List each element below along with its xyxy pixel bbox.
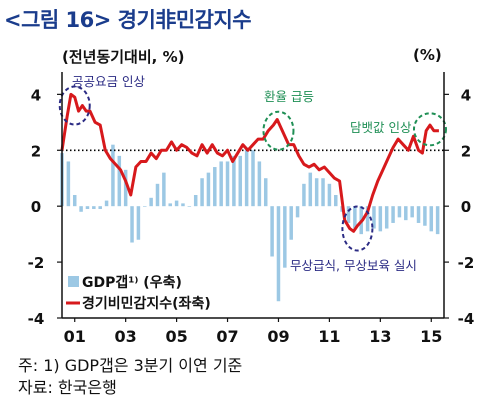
annotation-label: 공공요금 인상 [72,74,145,89]
gdp-gap-bar [372,206,376,229]
gdp-gap-bar [123,169,128,207]
gdp-gap-bar [162,172,166,207]
gdp-gap-bar [353,206,357,229]
gdp-gap-bar [429,206,434,232]
gdp-gap-bar [92,206,96,209]
gdp-gap-bar [404,206,408,221]
annotation-ellipse [58,85,91,126]
right-axis-tick-label: -4 [458,310,475,328]
gdp-gap-bar [111,144,115,207]
gdp-gap-bar [327,183,332,207]
gdp-gap-bar [314,178,319,207]
annotation-ellipse [412,112,447,147]
legend-line-label: 경기비민감지수(좌축) [82,295,211,312]
right-axis-tick-label: 4 [461,86,471,104]
gdp-gap-bar [334,195,338,207]
gdp-gap-bar [168,203,172,207]
gdp-gap-bar [174,200,179,207]
footnote-source: 자료: 한국은행 [18,378,117,397]
gdp-gap-bar [104,200,109,207]
gdp-gap-bar [206,172,211,207]
chart-title: <그림 16> 경기非민감지수 [4,8,252,32]
gdp-gap-bar [193,195,198,207]
right-axis-unit-label: (%) [413,46,442,64]
gdp-gap-bar [181,203,185,207]
gdp-gap-bar [295,206,300,218]
gdp-gap-bar [200,178,204,207]
gdp-gap-bar [365,206,370,232]
x-axis-tick-label: 11 [318,327,340,346]
non-cyclical-index-line [60,92,439,233]
legend: GDP갭¹⁾ (우축) 경기비민감지수(좌축) [66,274,211,312]
gdp-gap-bar [251,150,255,207]
gdp-gap-bar [435,206,440,235]
gdp-gap-bar [346,206,351,223]
x-axis-tick-label: 09 [267,327,289,346]
gdp-gap-bar [410,206,414,218]
gdp-gap-bar [225,161,230,207]
gdp-gap-bar [263,178,268,207]
left-axis-tick-label: 4 [31,86,41,104]
axis-ticks: 4 2 0 -2 -4 4 2 0 -2 -4 01 03 05 07 09 11 13 15 [28,86,475,346]
footnote-gdp-gap: 주: 1) GDP갭은 3분기 이연 기준 [18,356,243,375]
right-axis-tick-label: 0 [461,198,471,216]
gdp-gap-bar [384,206,389,229]
annotation-label: 환율 급등 [264,89,314,104]
gdp-gap-bar [257,161,262,207]
gdp-gap-bar [155,183,160,207]
gdp-gap-bar [378,206,383,232]
gdp-gap-bar [85,206,90,209]
right-axis-tick-label: 2 [461,142,471,160]
left-axis-tick-label: 0 [31,198,41,216]
gdp-gap-bar [416,206,421,223]
gdp-gap-bar [238,155,243,207]
gdp-gap-bars [60,144,440,302]
left-axis-unit-label: (전년동기대비, %) [62,48,185,66]
gdp-gap-bar [308,172,313,207]
left-axis-tick-label: -4 [28,310,45,328]
gdp-gap-bar [270,206,274,257]
x-axis-tick-label: 03 [115,327,137,346]
gdp-gap-bar [213,167,217,207]
gdp-gap-bar [423,206,427,226]
gdp-gap-bar [397,206,402,218]
gdp-gap-bar [143,206,147,207]
left-axis-tick-label: 2 [31,142,41,160]
left-axis-tick-label: -2 [28,254,45,272]
x-axis-tick-label: 13 [369,327,391,346]
gdp-gap-bar [232,155,236,207]
gdp-gap-bar [98,206,102,209]
chart-canvas: 4 2 0 -2 -4 4 2 0 -2 -4 01 03 05 07 09 11 13 15 공공요금 인상환율… [28,72,475,346]
gdp-gap-bar [391,206,395,223]
gdp-gap-bar [219,161,223,207]
x-axis-tick-label: 05 [165,327,187,346]
gdp-gap-bar [283,206,287,268]
gdp-gap-bar [187,206,192,207]
gdp-gap-bar [130,206,134,243]
right-axis-tick-label: -2 [458,254,475,272]
annotation-label: 담뱃값 인상 [350,120,412,135]
gdp-gap-bar [149,197,153,207]
gdp-gap-bar [276,206,281,302]
annotation-ellipse [262,110,295,151]
gdp-gap-bar [117,155,122,207]
legend-bar-label: GDP갭¹⁾ (우축) [82,274,182,291]
annotation-ellipse [341,205,374,252]
gdp-gap-bar [79,206,83,212]
x-axis-tick-label: 01 [64,327,86,346]
gdp-gap-bar [244,147,249,207]
gdp-gap-bar [289,206,293,240]
legend-bar-swatch [68,276,79,287]
gdp-gap-bar [136,206,141,240]
gdp-gap-bar [302,183,306,207]
x-axis-tick-label: 07 [216,327,238,346]
gdp-gap-bar [72,195,77,207]
gdp-gap-bar [321,178,325,207]
annotation-ellipses [58,85,447,252]
annotation-label: 무상급식, 무상보육 실시 [290,258,417,273]
gdp-gap-bar [66,161,71,207]
x-axis-tick-label: 15 [420,327,442,346]
